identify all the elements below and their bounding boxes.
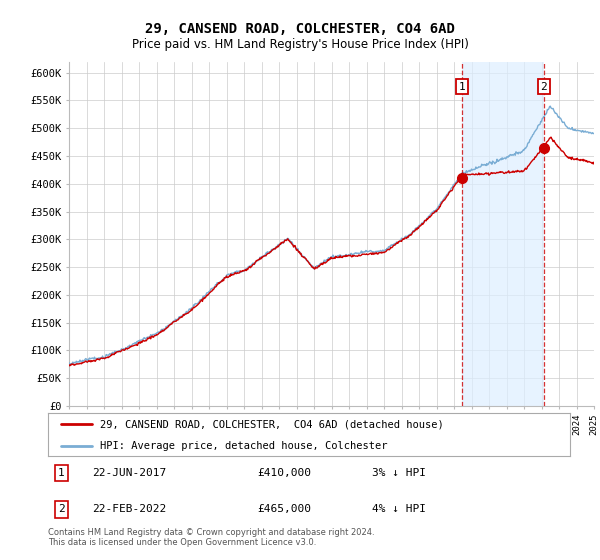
Text: HPI: Average price, detached house, Colchester: HPI: Average price, detached house, Colc… (100, 441, 388, 451)
Text: 1: 1 (58, 468, 64, 478)
Text: 3% ↓ HPI: 3% ↓ HPI (371, 468, 425, 478)
Text: 4% ↓ HPI: 4% ↓ HPI (371, 505, 425, 515)
Text: £465,000: £465,000 (257, 505, 311, 515)
Text: Contains HM Land Registry data © Crown copyright and database right 2024.
This d: Contains HM Land Registry data © Crown c… (48, 528, 374, 547)
Text: £410,000: £410,000 (257, 468, 311, 478)
Text: 29, CANSEND ROAD, COLCHESTER,  CO4 6AD (detached house): 29, CANSEND ROAD, COLCHESTER, CO4 6AD (d… (100, 419, 444, 430)
Text: 29, CANSEND ROAD, COLCHESTER, CO4 6AD: 29, CANSEND ROAD, COLCHESTER, CO4 6AD (145, 22, 455, 36)
Text: Price paid vs. HM Land Registry's House Price Index (HPI): Price paid vs. HM Land Registry's House … (131, 38, 469, 51)
Bar (462, 62, 544, 406)
Text: 2: 2 (541, 82, 547, 92)
Text: 1: 1 (459, 82, 466, 92)
Text: 22-JUN-2017: 22-JUN-2017 (92, 468, 167, 478)
Text: 22-FEB-2022: 22-FEB-2022 (92, 505, 167, 515)
Text: 2: 2 (58, 505, 64, 515)
